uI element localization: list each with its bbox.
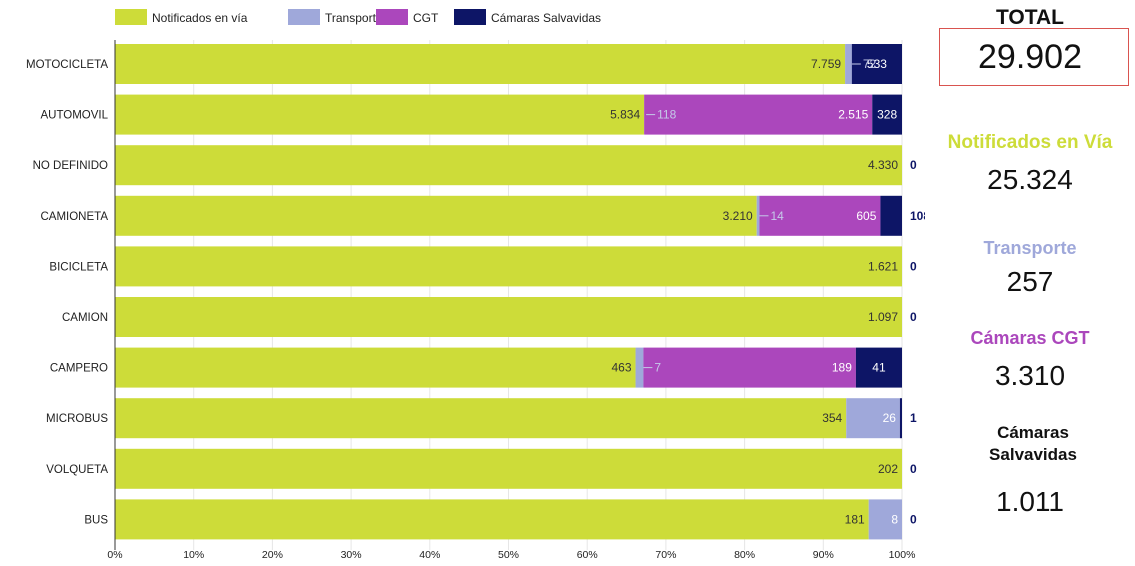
x-tick-label: 20%: [262, 549, 283, 561]
x-tick-label: 60%: [577, 549, 598, 561]
bar-segment: [845, 44, 852, 84]
legend-swatch: [376, 9, 408, 25]
callout-label: 72: [863, 57, 877, 71]
data-label: 463: [612, 361, 632, 375]
bar-segment: [115, 398, 846, 438]
data-label: 1.097: [868, 310, 898, 324]
x-tick-label: 50%: [498, 549, 519, 561]
stacked-bar-chart: Notificados en vía Transporte CGT Cámaras S…: [0, 0, 925, 566]
bar-segment: [880, 196, 902, 236]
x-tick-label: 90%: [813, 549, 834, 561]
total-value: 29.902: [925, 38, 1135, 77]
bar-segment: [643, 348, 855, 388]
category-label: NO DEFINIDO: [33, 160, 108, 172]
x-tick-label: 100%: [889, 549, 916, 561]
category-label: MICROBUS: [46, 413, 108, 425]
notificados-label: Notificados en Vía: [925, 132, 1135, 154]
bar-segment: [115, 297, 902, 337]
data-label: 3.210: [723, 209, 753, 223]
x-tick-label: 30%: [341, 549, 362, 561]
x-tick-label: 70%: [655, 549, 676, 561]
data-label: 0: [910, 512, 917, 526]
transporte-label: Transporte: [925, 238, 1135, 259]
category-label: BUS: [84, 514, 108, 526]
category-label: CAMIONETA: [40, 211, 108, 223]
data-label: 202: [878, 462, 898, 476]
category-label: CAMION: [62, 312, 108, 324]
legend-label: Notificados en vía: [152, 11, 248, 25]
callout-label: 118: [657, 108, 676, 122]
legend-swatch: [454, 9, 486, 25]
data-label: 2.515: [838, 108, 868, 122]
bar-segment: [115, 449, 902, 489]
callout-label: 14: [770, 209, 784, 223]
category-label: BICICLETA: [49, 261, 108, 273]
notificados-value: 25.324: [925, 164, 1135, 196]
data-label: 8: [891, 512, 898, 526]
legend-label: CGT: [413, 11, 439, 25]
data-label: 328: [877, 108, 897, 122]
data-label: 1: [910, 411, 917, 425]
bar-segment: [115, 348, 636, 388]
data-label: 41: [872, 361, 886, 375]
bar-segment: [115, 246, 902, 286]
bar-segment: [757, 196, 760, 236]
x-tick-label: 0%: [107, 549, 122, 561]
data-label: 0: [910, 310, 917, 324]
data-label: 354: [822, 411, 842, 425]
data-label: 26: [883, 411, 897, 425]
legend-label: Cámaras Salvavidas: [491, 11, 601, 25]
data-label: 181: [845, 512, 865, 526]
data-label: 189: [832, 361, 852, 375]
bar-segment: [115, 196, 757, 236]
category-label: MOTOCICLETA: [26, 59, 108, 71]
bar-segment: [115, 499, 869, 539]
category-label: VOLQUETA: [46, 464, 108, 476]
bar-segment: [115, 44, 845, 84]
x-tick-label: 40%: [419, 549, 440, 561]
bar-segment: [115, 95, 644, 135]
bar-segment: [115, 145, 902, 185]
summary-panel: TOTAL 29.902 Notificados en Vía 25.324 T…: [925, 0, 1135, 566]
data-label: 0: [910, 462, 917, 476]
data-label: 1.621: [868, 259, 898, 273]
cgt-value: 3.310: [925, 360, 1135, 392]
category-label: CAMPERO: [50, 363, 108, 375]
total-label: TOTAL: [925, 6, 1135, 30]
category-label: AUTOMOVIL: [40, 110, 108, 122]
salvavidas-label: Cámaras Salvavidas: [973, 422, 1093, 466]
salvavidas-value: 1.011: [925, 486, 1135, 518]
x-tick-label: 80%: [734, 549, 755, 561]
legend-swatch: [288, 9, 320, 25]
x-tick-label: 10%: [183, 549, 204, 561]
cgt-label: Cámaras CGT: [925, 328, 1135, 349]
data-label: 605: [856, 209, 876, 223]
data-label: 108: [910, 209, 925, 223]
data-label: 5.834: [610, 108, 640, 122]
data-label: 4.330: [868, 158, 898, 172]
transporte-value: 257: [925, 266, 1135, 298]
data-label: 7.759: [811, 57, 841, 71]
bar-segment: [636, 348, 644, 388]
legend-label: Transporte: [325, 11, 383, 25]
data-label: 0: [910, 259, 917, 273]
callout-label: 7: [654, 361, 661, 375]
legend-swatch: [115, 9, 147, 25]
data-label: 0: [910, 158, 917, 172]
bar-segment: [900, 398, 902, 438]
